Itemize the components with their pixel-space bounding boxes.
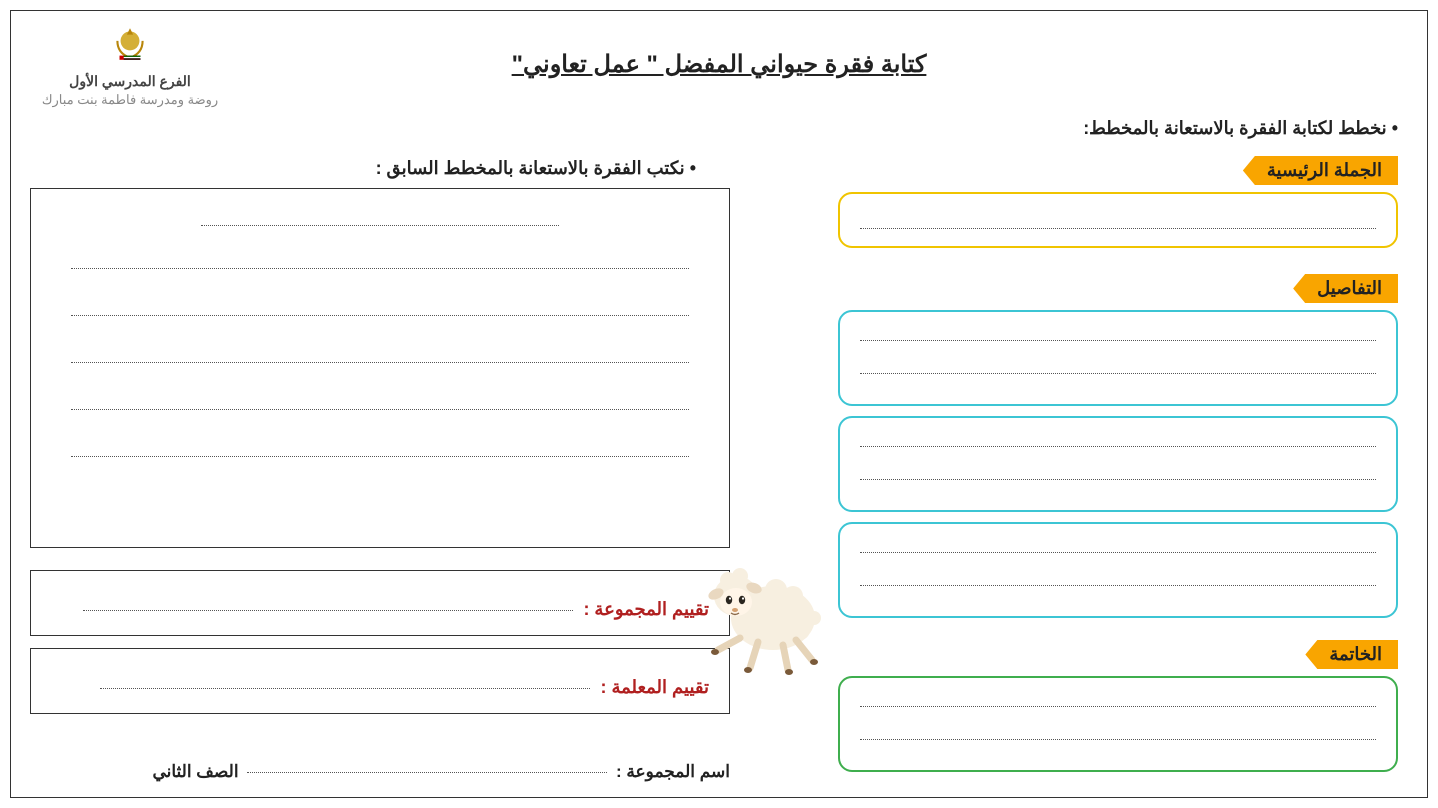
school-name: روضة ومدرسة فاطمة بنت مبارك <box>30 92 230 108</box>
box-detail-1 <box>838 310 1398 406</box>
writing-line <box>860 552 1376 553</box>
group-name-label: اسم المجموعة : <box>616 762 730 781</box>
writing-line <box>201 225 558 226</box>
box-conclusion <box>838 676 1398 772</box>
writing-line <box>860 446 1376 447</box>
writing-line <box>71 409 689 410</box>
lamb-icon <box>688 540 838 680</box>
teacher-evaluation-box: تقييم المعلمة : <box>30 648 730 714</box>
writing-line <box>860 228 1376 229</box>
instruction-write: نكتب الفقرة بالاستعانة بالمخطط السابق : <box>340 158 696 179</box>
writing-line <box>100 688 590 689</box>
writing-line <box>247 772 607 773</box>
footer: اسم المجموعة : الصف الثاني <box>50 762 730 782</box>
writing-line <box>860 479 1376 480</box>
writing-line <box>860 739 1376 740</box>
teacher-evaluation-label: تقييم المعلمة : <box>600 677 709 698</box>
worksheet-title: كتابة فقرة حيواني المفضل " عمل تعاوني" <box>0 50 1438 79</box>
box-detail-2 <box>838 416 1398 512</box>
writing-line <box>860 706 1376 707</box>
writing-line <box>71 456 689 457</box>
writing-line <box>83 610 573 611</box>
writing-line <box>860 585 1376 586</box>
grade-label: الصف الثاني <box>152 762 238 781</box>
label-details: التفاصيل <box>1293 274 1398 303</box>
box-detail-3 <box>838 522 1398 618</box>
label-main-sentence: الجملة الرئيسية <box>1243 156 1398 185</box>
writing-line <box>860 340 1376 341</box>
writing-line <box>71 315 689 316</box>
box-main-sentence <box>838 192 1398 248</box>
paragraph-writing-area <box>30 188 730 548</box>
label-conclusion: الخاتمة <box>1305 640 1398 669</box>
writing-line <box>860 373 1376 374</box>
group-evaluation-box: تقييم المجموعة : <box>30 570 730 636</box>
instruction-plan: نخطط لكتابة الفقرة بالاستعانة بالمخطط: <box>1083 118 1398 139</box>
writing-line <box>71 268 689 269</box>
writing-line <box>71 362 689 363</box>
